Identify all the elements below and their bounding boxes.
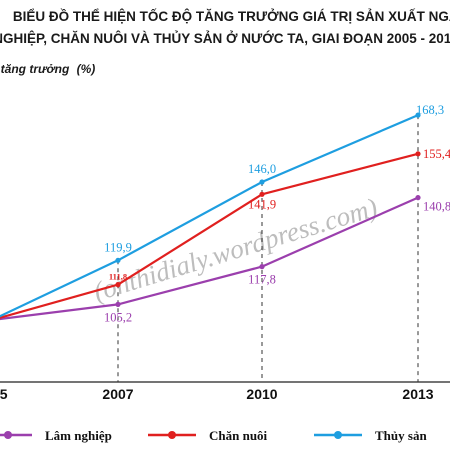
data-point-1-2013 <box>415 151 421 157</box>
data-label-2-2010: 146,0 <box>248 162 276 176</box>
x-tick-label-2010: 2010 <box>246 386 277 402</box>
data-point-0-2007 <box>115 301 121 307</box>
data-label-0-2013: 140,8 <box>423 200 450 214</box>
series-line-2 <box>0 114 419 318</box>
series-line-1 <box>0 152 419 319</box>
legend-label-1: Chăn nuôi <box>209 428 268 443</box>
plot-area: 2005 2007 2010 2013 105,2 117,8 140,8 111,8 141,… <box>0 103 450 402</box>
data-label-0-2007: 105,2 <box>104 310 132 324</box>
x-tick-label-2013: 2013 <box>402 386 433 402</box>
data-point-1-2007 <box>115 282 121 288</box>
data-point-1-2010 <box>259 191 265 197</box>
x-tick-label-2005: 2005 <box>0 386 8 402</box>
legend-marker-0 <box>4 431 12 439</box>
data-label-1-2010: 141,9 <box>248 197 276 211</box>
data-point-2-2013 <box>415 112 421 118</box>
data-label-1-2013: 155,4 <box>423 147 450 161</box>
data-label-2-2007: 119,9 <box>104 240 132 254</box>
y-axis-label: Tốc độ tăng trưởng (%) <box>0 62 95 76</box>
data-point-0-2013 <box>415 195 421 201</box>
chart-title-line-2: NGHIỆP, CHĂN NUÔI VÀ THỦY SẢN Ở NƯỚC TA,… <box>0 31 450 46</box>
legend-label-2: Thủy sản <box>375 428 427 443</box>
y-axis-label-text: Tốc độ tăng trưởng <box>0 62 70 76</box>
watermark: (onthidialy.wordpress.com) <box>90 192 381 307</box>
series-line-0 <box>0 196 419 321</box>
chart-title-line-1: BIỂU ĐỒ THỂ HIỆN TỐC ĐỘ TĂNG TRƯỞNG GIÁ … <box>13 9 450 24</box>
legend-label-0: Lâm nghiệp <box>45 428 112 443</box>
legend: Lâm nghiệp Chăn nuôi Thủy sản <box>0 428 427 443</box>
legend-marker-2 <box>334 431 342 439</box>
data-label-2-2013: 168,3 <box>416 103 444 117</box>
x-tick-label-2007: 2007 <box>102 386 133 402</box>
data-label-0-2010: 117,8 <box>248 273 276 287</box>
data-point-2-2007 <box>115 257 121 263</box>
data-point-0-2010 <box>259 264 265 270</box>
data-label-1-2007: 111,8 <box>109 272 127 282</box>
legend-marker-1 <box>168 431 176 439</box>
data-point-2-2010 <box>259 179 265 185</box>
y-axis-label-unit: (%) <box>77 62 96 76</box>
